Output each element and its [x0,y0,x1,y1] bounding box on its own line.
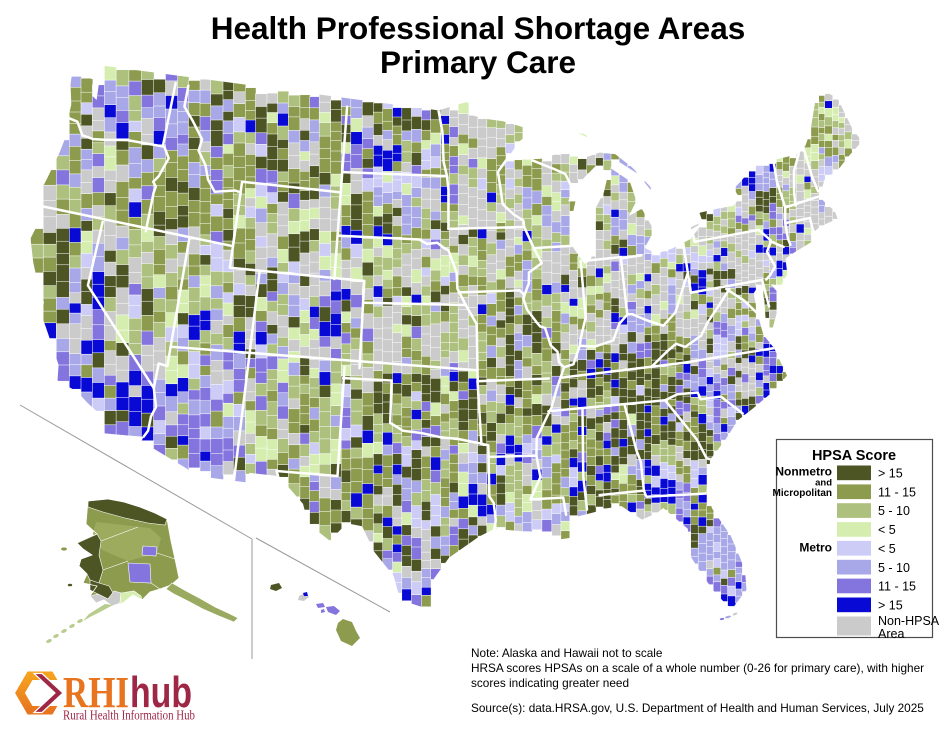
svg-text:Micropolitan: Micropolitan [773,488,832,499]
svg-text:11 - 15: 11 - 15 [878,580,916,594]
svg-text:HPSA Score: HPSA Score [812,448,896,464]
svg-text:5 - 10: 5 - 10 [878,504,910,518]
svg-text:Primary Care: Primary Care [380,44,576,80]
svg-text:> 15: > 15 [878,599,903,613]
svg-text:Health Professional Shortage A: Health Professional Shortage Areas [211,10,746,46]
svg-text:11 - 15: 11 - 15 [878,485,916,499]
svg-text:Rural Health Information Hub: Rural Health Information Hub [63,708,195,723]
svg-text:Note: Alaska and Hawaii not to: Note: Alaska and Hawaii not to scale [471,646,663,660]
svg-text:and: and [815,478,832,489]
svg-text:< 5: < 5 [878,542,896,556]
svg-text:Non-HPSA: Non-HPSA [878,614,940,628]
svg-text:> 15: > 15 [878,467,903,481]
svg-text:RHI: RHI [63,668,129,717]
svg-text:scores indicating greater need: scores indicating greater need [471,676,629,690]
svg-text:Source(s): data.HRSA.gov, U.S.: Source(s): data.HRSA.gov, U.S. Departmen… [471,701,924,715]
svg-text:Nonmetro: Nonmetro [775,465,832,479]
svg-text:5 - 10: 5 - 10 [878,561,910,575]
svg-text:HRSA scores HPSAs on a scale o: HRSA scores HPSAs on a scale of a whole … [471,661,924,675]
svg-text:Area: Area [878,627,904,641]
svg-text:Metro: Metro [799,541,832,555]
svg-text:hub: hub [130,668,192,717]
svg-text:< 5: < 5 [878,523,896,537]
